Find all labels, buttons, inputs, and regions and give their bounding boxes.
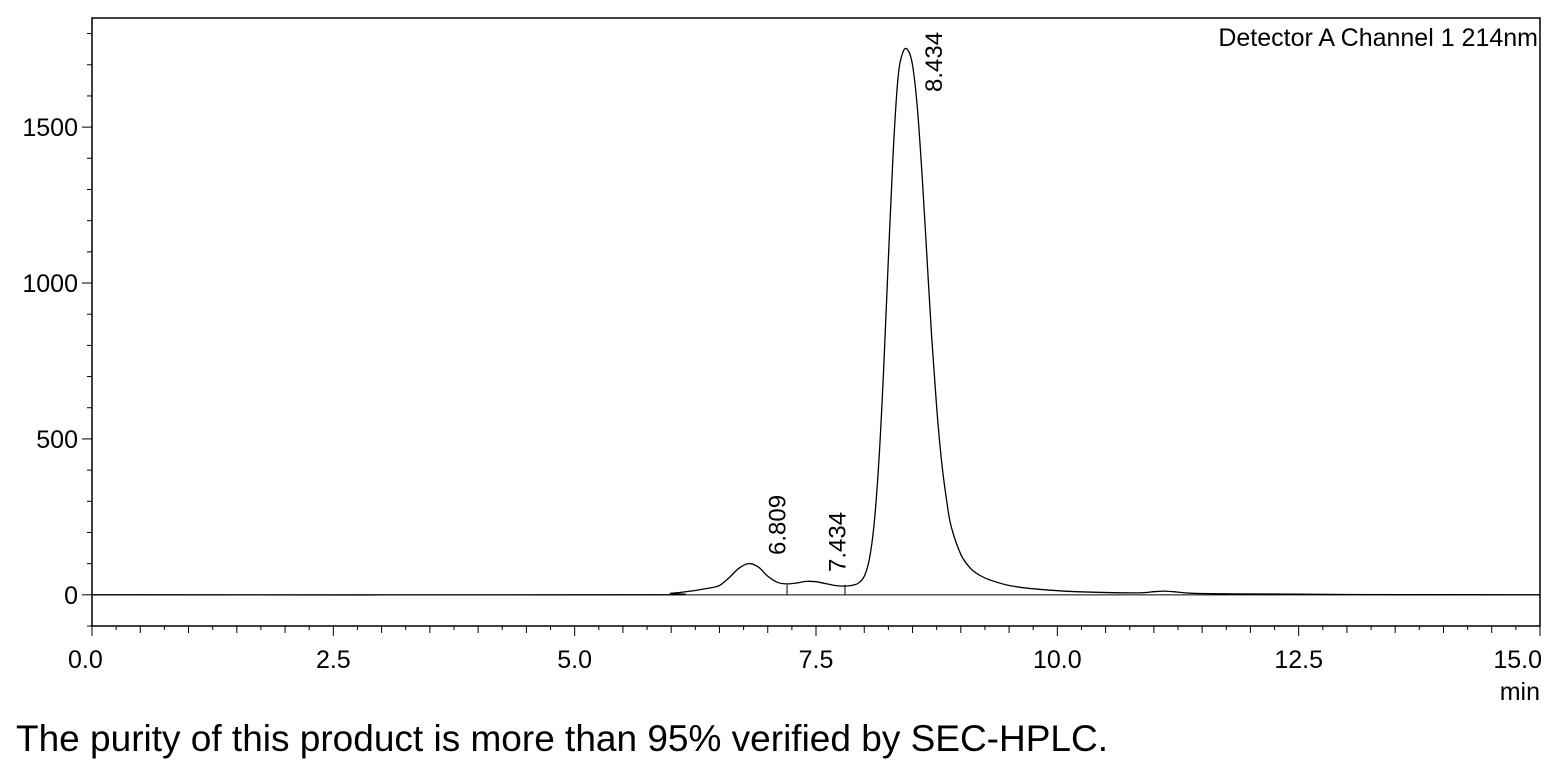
chromatogram-trace [91, 47, 1541, 596]
chromatogram-chart: 0 500 1000 1500 0.0 2.5 5.0 7.5 10.0 12.5 15.0 6.… [22, 17, 1542, 706]
peak-label: 6.809 [764, 495, 791, 555]
x-tick-label: 12.5 [1274, 646, 1323, 674]
y-tick-label: 0 [64, 582, 78, 610]
purity-caption: The purity of this product is more than … [16, 718, 1108, 759]
x-axis-label: min [1500, 678, 1540, 706]
detector-legend: Detector A Channel 1 214nm [1218, 24, 1538, 52]
peak-label: 8.434 [921, 32, 948, 92]
x-tick-label: 0.0 [68, 646, 103, 674]
integration-marks [786, 584, 846, 595]
y-tick-label: 1000 [22, 270, 78, 298]
x-tick-label: 10.0 [1033, 646, 1082, 674]
y-axis-ticks: 0 500 1000 1500 [22, 33, 92, 627]
y-tick-label: 1500 [22, 114, 78, 142]
x-tick-label: 15.0 [1493, 646, 1542, 674]
x-tick-label: 5.0 [557, 646, 592, 674]
peak-label: 7.434 [825, 512, 852, 572]
peak-labels: 6.809 7.434 8.434 [764, 32, 948, 572]
plot-area-frame [91, 17, 1541, 627]
y-tick-label: 500 [36, 426, 78, 454]
x-tick-label: 7.5 [799, 646, 834, 674]
x-tick-label: 2.5 [316, 646, 351, 674]
x-axis-ticks: 0.0 2.5 5.0 7.5 10.0 12.5 15.0 [68, 626, 1542, 674]
